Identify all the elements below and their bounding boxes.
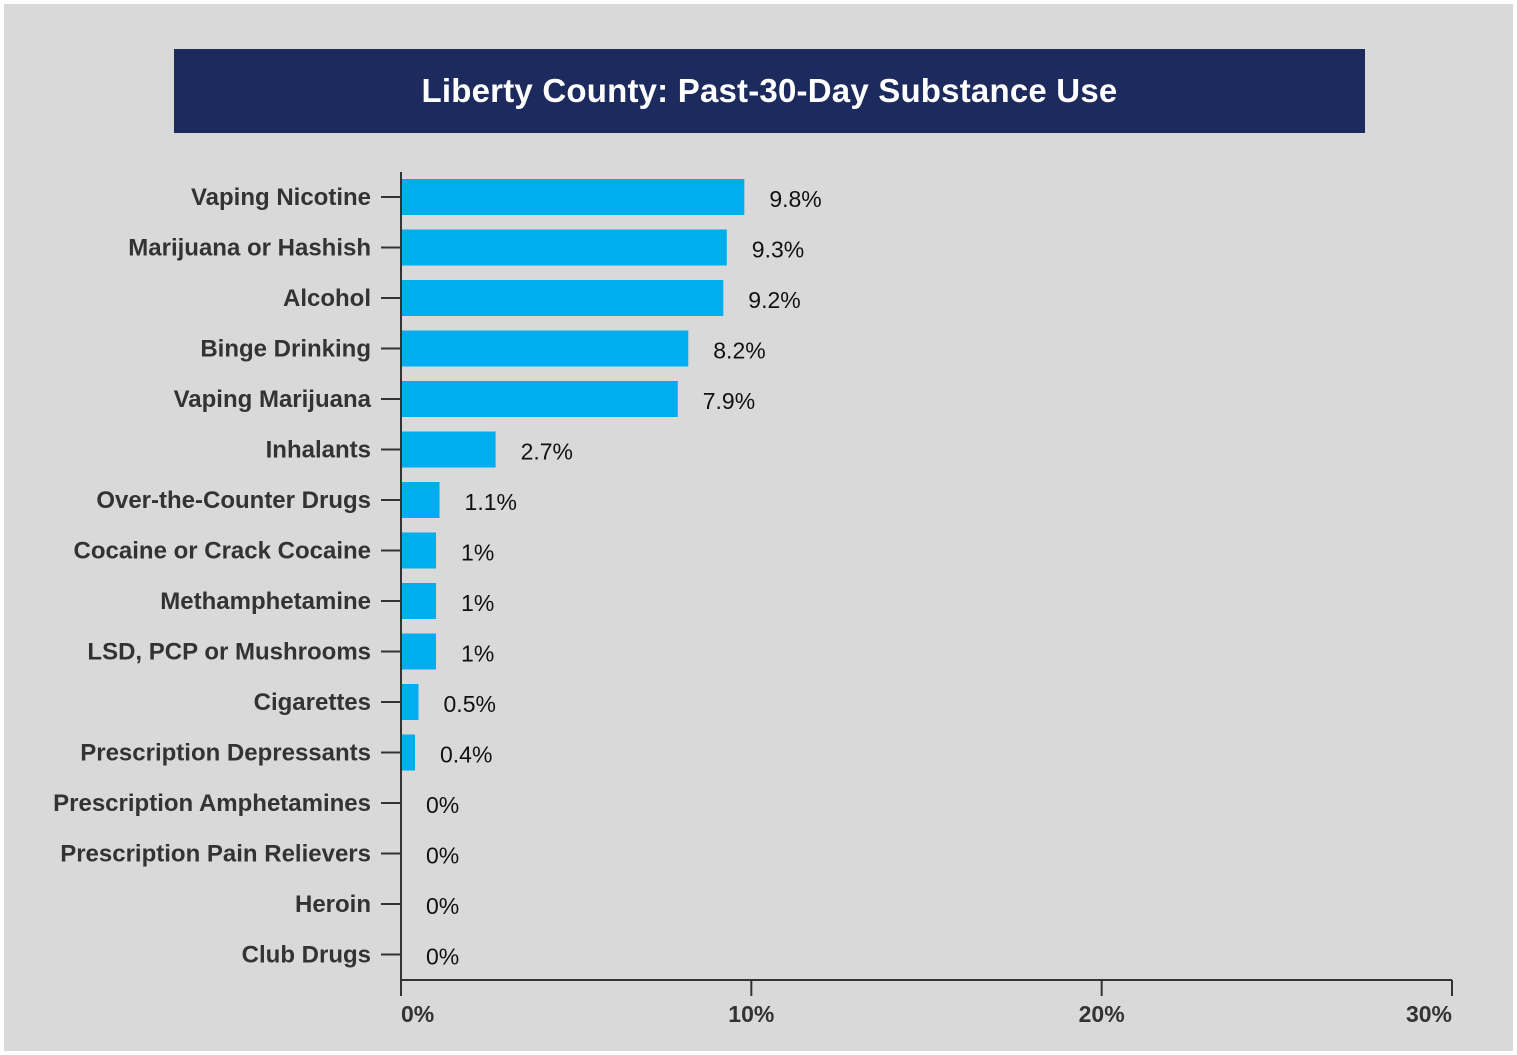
bar <box>401 633 437 670</box>
chart-panel: Liberty County: Past-30-Day Substance Us… <box>4 4 1513 1051</box>
bar <box>401 330 689 367</box>
value-label: 0% <box>426 944 459 970</box>
category-label: Marijuana or Hashish <box>128 235 371 262</box>
value-label: 1% <box>461 641 494 667</box>
value-label: 0% <box>426 893 459 919</box>
value-label: 9.8% <box>769 186 821 212</box>
value-label: 9.3% <box>752 237 804 263</box>
title-bar: Liberty County: Past-30-Day Substance Us… <box>174 49 1365 133</box>
category-label: Inhalants <box>266 437 371 464</box>
category-label: Club Drugs <box>242 942 371 969</box>
bar <box>401 684 419 720</box>
category-label: Methamphetamine <box>160 588 371 615</box>
category-label: Vaping Nicotine <box>191 184 371 211</box>
category-label: Cocaine or Crack Cocaine <box>74 538 371 565</box>
category-label: Over-the-Counter Drugs <box>96 487 371 514</box>
bar <box>401 179 745 215</box>
category-label: Binge Drinking <box>200 336 371 363</box>
category-label: Vaping Marijuana <box>174 386 372 413</box>
x-tick-label: 30% <box>1406 1001 1452 1027</box>
category-label: Cigarettes <box>254 689 371 716</box>
value-label: 7.9% <box>703 388 755 414</box>
x-tick-label: 20% <box>1079 1001 1125 1027</box>
value-label: 1% <box>461 590 494 616</box>
category-label: LSD, PCP or Mushrooms <box>87 639 371 666</box>
bar <box>401 229 727 266</box>
category-label: Prescription Depressants <box>80 740 371 767</box>
bar <box>401 431 496 468</box>
bar <box>401 482 440 518</box>
value-label: 0% <box>426 843 459 869</box>
x-tick-label: 10% <box>728 1001 774 1027</box>
value-label: 1% <box>461 540 494 566</box>
category-label: Prescription Amphetamines <box>53 790 371 817</box>
category-label: Alcohol <box>283 285 371 312</box>
value-label: 0.5% <box>444 691 496 717</box>
bar <box>401 583 437 619</box>
value-label: 2.7% <box>521 439 573 465</box>
bar <box>401 280 724 316</box>
value-label: 0% <box>426 792 459 818</box>
category-label: Prescription Pain Relievers <box>60 841 371 868</box>
bar <box>401 734 416 771</box>
x-tick-label: 0% <box>401 1001 434 1027</box>
bar <box>401 532 437 569</box>
bar <box>401 381 678 417</box>
value-label: 9.2% <box>748 287 800 313</box>
value-label: 1.1% <box>465 489 517 515</box>
chart-title: Liberty County: Past-30-Day Substance Us… <box>421 72 1118 109</box>
value-label: 8.2% <box>713 338 765 364</box>
value-label: 0.4% <box>440 742 492 768</box>
category-label: Heroin <box>295 891 371 918</box>
